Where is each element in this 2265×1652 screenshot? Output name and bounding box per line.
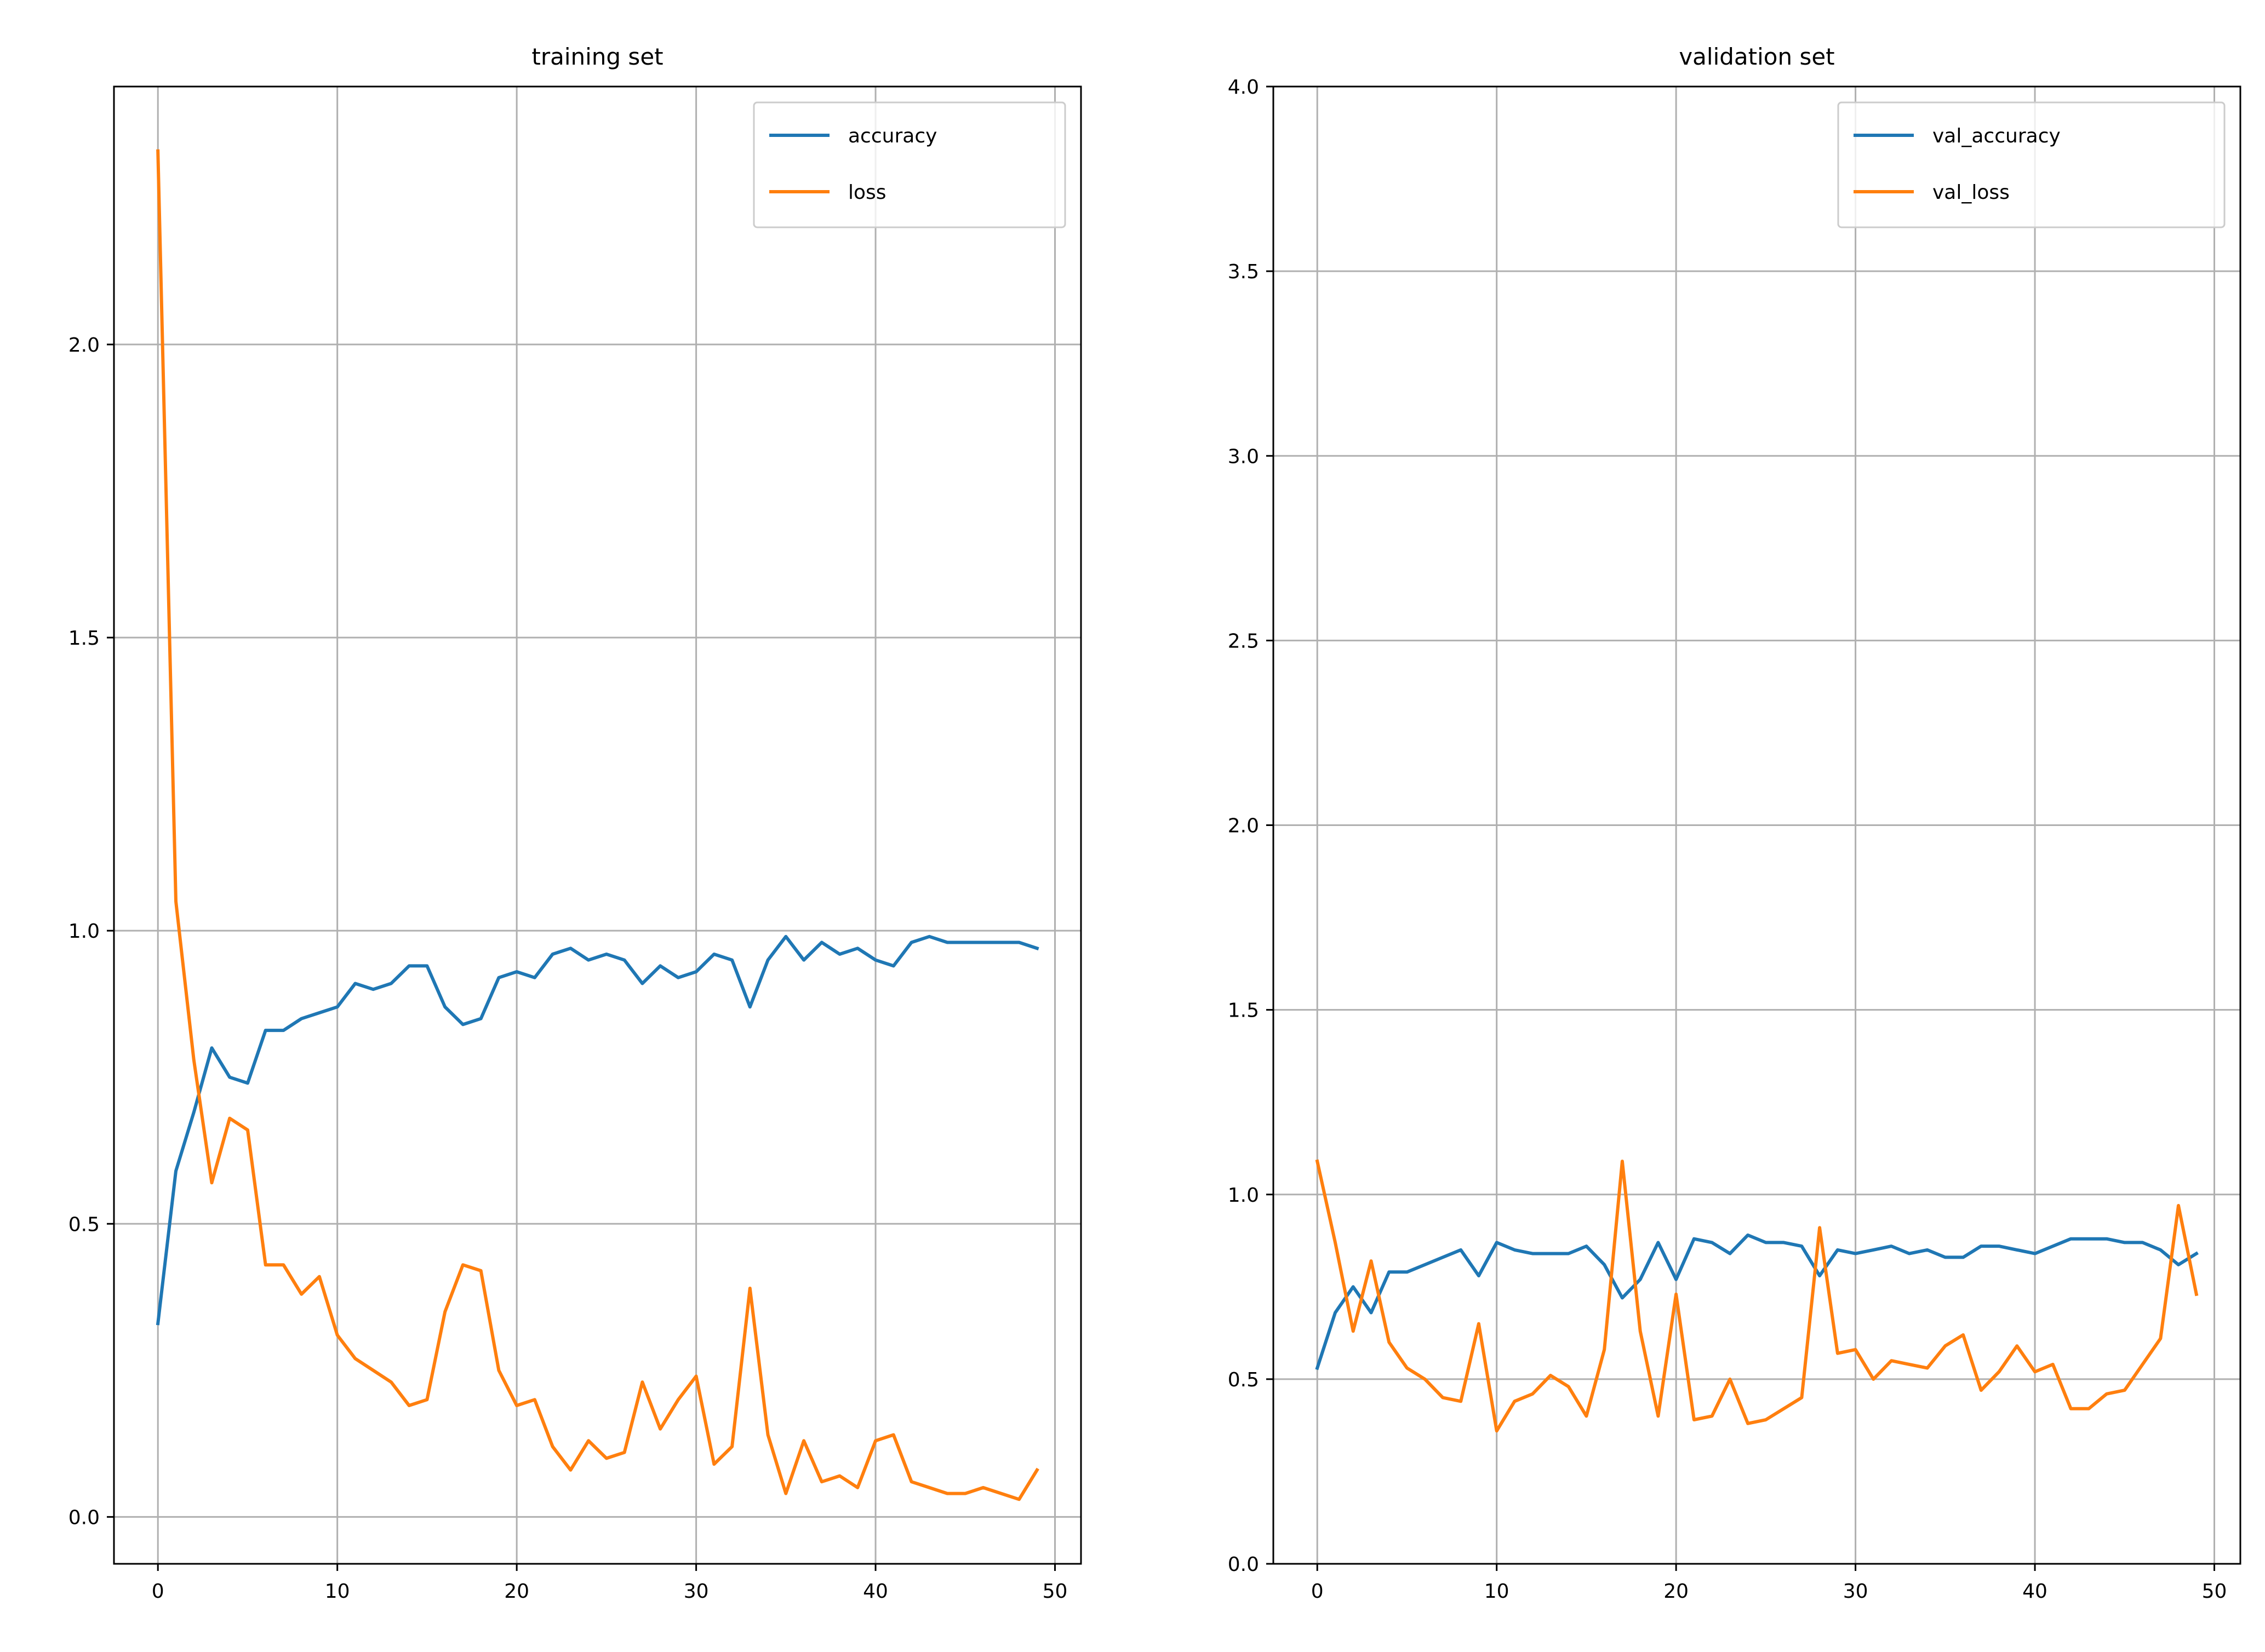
x-tick-label: 50 [2202,1580,2227,1603]
x-tick-label: 50 [1043,1580,1068,1603]
x-tick-label: 0 [152,1580,164,1603]
x-tick-label: 30 [1843,1580,1868,1603]
legend-box [753,101,1066,228]
x-tick-label: 40 [2022,1580,2047,1603]
legend-label-loss: loss [848,181,886,204]
legend: accuracy loss [753,101,1066,228]
x-tick-label: 30 [684,1580,709,1603]
y-tick-label: 0.5 [68,1213,100,1236]
legend-label-val_loss: val_loss [1932,181,2010,204]
x-tick-label: 10 [1484,1580,1509,1603]
y-tick-label: 2.0 [68,334,100,357]
y-tick-label: 1.0 [68,920,100,943]
series-line-accuracy [156,934,1039,1326]
y-tick-label: 2.5 [1228,630,1259,652]
y-tick-label: 0.5 [1228,1369,1259,1391]
x-tick-label: 10 [325,1580,350,1603]
y-tick-label: 3.0 [1228,445,1259,468]
legend-label-val_accuracy: val_accuracy [1932,125,2061,147]
plot-frame [113,85,1082,1565]
x-tick-label: 20 [1663,1580,1689,1603]
y-tick-label: 1.5 [68,627,100,650]
y-tick-label: 0.0 [1228,1553,1259,1576]
chart-panel-1: 0 10 20 30 40 50 0.0 0.5 1.0 1.5 2.0 training set ac… [68,43,1082,1603]
y-tick-label: 0.0 [68,1506,100,1529]
y-tick-label: 1.0 [1228,1184,1259,1207]
series-line-val_accuracy [1315,1233,2199,1370]
chart-title: validation set [1679,43,1834,70]
x-tick-label: 40 [863,1580,888,1603]
legend-box [1837,101,2226,228]
chart-panel-2: 0 10 20 30 40 50 0.0 0.5 1.0 1.5 2.0 2.5 3.0 3.5 4.0 va… [1228,43,2241,1603]
x-tick-label: 20 [504,1580,529,1603]
series-line-val_loss [1315,1159,2199,1433]
legend-label-accuracy: accuracy [848,125,937,147]
y-tick-label: 4.0 [1228,76,1259,99]
series-line-loss [156,149,1039,1501]
legend: val_accuracy val_loss [1837,101,2226,228]
chart-title: training set [531,43,663,70]
x-tick-label: 0 [1311,1580,1324,1603]
y-tick-label: 2.0 [1228,815,1259,838]
y-tick-label: 3.5 [1228,261,1259,283]
y-tick-label: 1.5 [1228,1000,1259,1022]
